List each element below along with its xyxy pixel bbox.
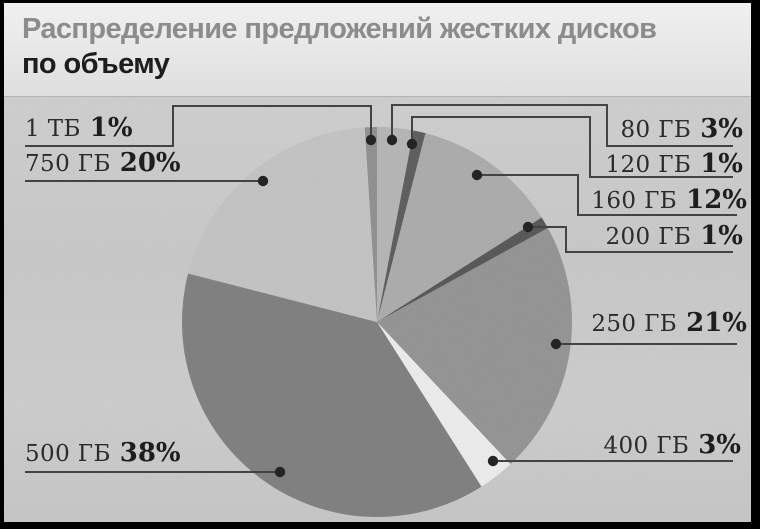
callout-750gb-percent: 20% (119, 148, 181, 178)
callout-500gb-percent: 38% (119, 438, 181, 468)
callout-200gb: 200 ГБ 1% (605, 221, 743, 251)
callout-1tb-percent: 1% (89, 113, 133, 143)
callout-80gb: 80 ГБ 3% (620, 114, 743, 144)
callout-200gb-percent: 1% (700, 221, 743, 251)
chart-title-line2: по объему (22, 48, 170, 80)
callout-250gb: 250 ГБ 21% (591, 308, 747, 338)
pie-chart-svg (4, 97, 751, 522)
scan-grain-overlay (4, 97, 751, 522)
callout-200gb-label: 200 ГБ (605, 224, 692, 250)
callout-160gb: 160 ГБ 12% (591, 185, 747, 215)
callout-120gb: 120 ГБ 1% (605, 149, 743, 179)
callout-750gb: 750 ГБ 20% (25, 148, 181, 178)
callout-400gb-percent: 3% (698, 430, 741, 460)
callout-250gb-label: 250 ГБ (591, 311, 678, 337)
callout-160gb-percent: 12% (686, 185, 747, 215)
pie-chart-area: 80 ГБ 3% 120 ГБ 1% 160 ГБ 12% 200 ГБ 1% … (4, 97, 751, 522)
callout-750gb-label: 750 ГБ (25, 151, 111, 177)
callout-120gb-label: 120 ГБ (605, 152, 692, 178)
callout-500gb-label: 500 ГБ (25, 441, 111, 467)
callout-400gb-label: 400 ГБ (603, 433, 690, 459)
callout-1tb: 1 ТБ 1% (25, 113, 133, 143)
callout-80gb-label: 80 ГБ (620, 117, 692, 143)
magazine-chart-page: Распределение предложений жестких дисков… (4, 3, 751, 522)
callout-120gb-percent: 1% (700, 149, 743, 179)
callout-80gb-percent: 3% (700, 114, 743, 144)
callout-250gb-percent: 21% (686, 308, 747, 338)
callout-400gb: 400 ГБ 3% (603, 430, 741, 460)
chart-title-block: Распределение предложений жестких дисков… (4, 3, 751, 97)
callout-160gb-label: 160 ГБ (591, 188, 678, 214)
callout-500gb: 500 ГБ 38% (25, 438, 181, 468)
chart-title-line1: Распределение предложений жестких дисков (22, 13, 657, 45)
callout-1tb-label: 1 ТБ (25, 116, 81, 142)
